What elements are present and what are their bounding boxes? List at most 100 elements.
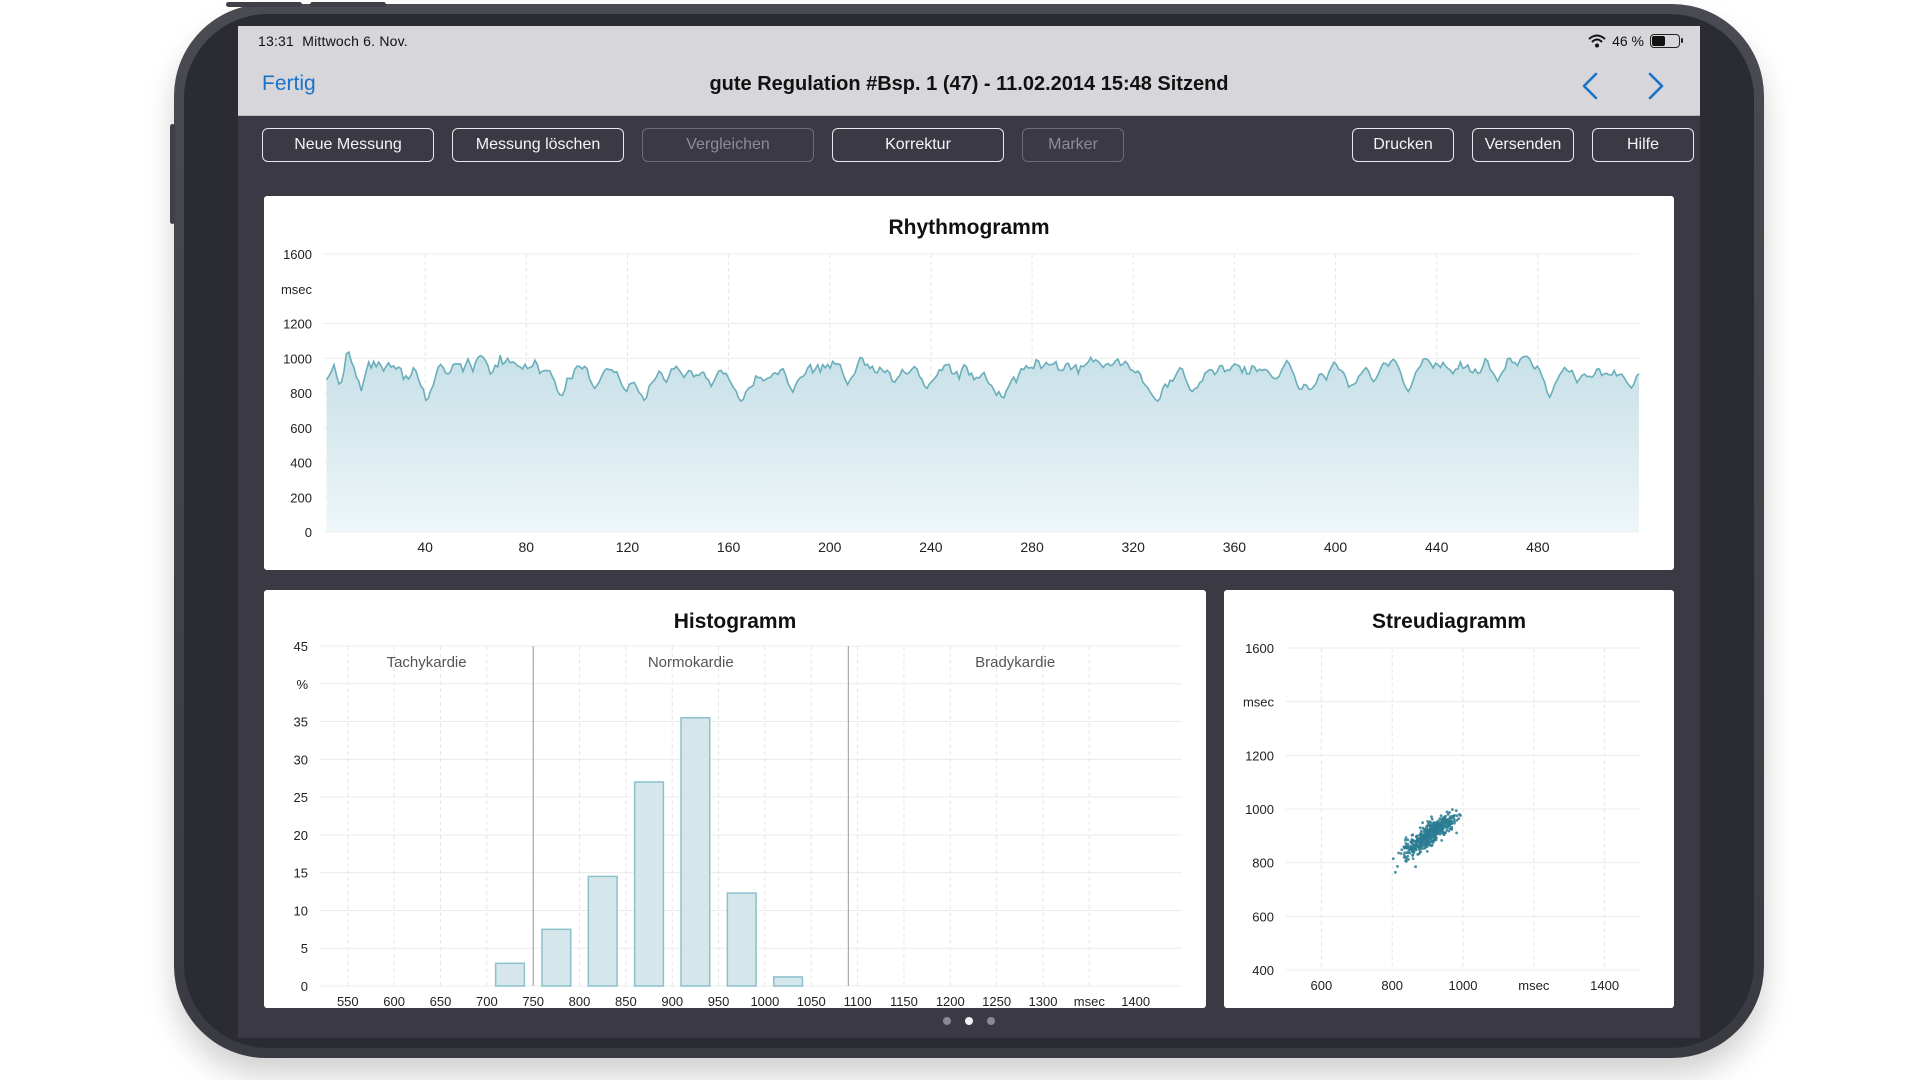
print-button[interactable]: Drucken bbox=[1352, 128, 1454, 162]
scatter-point bbox=[1455, 831, 1459, 835]
battery-icon bbox=[1650, 34, 1683, 48]
marker-button[interactable]: Marker bbox=[1022, 128, 1124, 162]
scatter-point bbox=[1448, 815, 1452, 819]
top-button-2 bbox=[310, 2, 386, 7]
page-indicator[interactable] bbox=[238, 1017, 1700, 1025]
scatter-point bbox=[1429, 821, 1433, 825]
rhythm-xtick-label: 400 bbox=[1324, 539, 1348, 555]
scatter-xtick-label: 1400 bbox=[1590, 978, 1619, 993]
delete-measurement-button[interactable]: Messung löschen bbox=[452, 128, 624, 162]
scatter-point bbox=[1454, 809, 1458, 813]
scatter-point bbox=[1423, 846, 1427, 850]
rhythm-ytick-label: 1200 bbox=[283, 317, 312, 332]
scatter-point bbox=[1407, 858, 1410, 861]
status-time-date: 13:31 Mittwoch 6. Nov. bbox=[258, 33, 408, 49]
hist-bar bbox=[726, 892, 757, 987]
hist-xtick-label: 1050 bbox=[797, 994, 826, 1008]
scatter-point bbox=[1448, 822, 1451, 826]
scatter-point bbox=[1402, 855, 1406, 859]
histogram-title: Histogramm bbox=[673, 610, 797, 633]
hist-bar bbox=[494, 962, 526, 987]
hist-yunit-label: % bbox=[296, 677, 308, 692]
hist-xtick-label: 900 bbox=[661, 994, 683, 1008]
send-button[interactable]: Versenden bbox=[1472, 128, 1574, 162]
histogram-panel: Histogramm 0 5 10 15 20 25 30 35 45% 550 600 650 700… bbox=[264, 590, 1206, 1008]
scatter-point bbox=[1425, 838, 1429, 842]
hist-xunit-label: msec bbox=[1074, 994, 1106, 1008]
hist-ytick-label: 0 bbox=[301, 979, 308, 994]
compare-button[interactable]: Vergleichen bbox=[642, 128, 814, 162]
scatter-point bbox=[1396, 865, 1399, 868]
scatter-point bbox=[1452, 814, 1456, 818]
scatter-point bbox=[1393, 870, 1397, 874]
scatter-point bbox=[1412, 849, 1416, 853]
wifi-icon bbox=[1588, 34, 1606, 48]
scatter-point bbox=[1450, 819, 1454, 823]
rhythm-line bbox=[325, 350, 1640, 403]
scatter-xtick-label: 800 bbox=[1381, 978, 1403, 993]
rhythm-xtick-label: 360 bbox=[1223, 539, 1247, 555]
page-dot[interactable] bbox=[943, 1017, 951, 1025]
scatter-point bbox=[1457, 817, 1461, 821]
scatter-point bbox=[1426, 824, 1429, 828]
hist-zone-label: Bradykardie bbox=[975, 654, 1055, 671]
scatter-point bbox=[1443, 823, 1446, 826]
hist-ytick-label: 35 bbox=[294, 715, 308, 730]
hist-xtick-label: 650 bbox=[430, 994, 452, 1008]
rhythmogram-title: Rhythmogramm bbox=[888, 216, 1050, 239]
scatter-point bbox=[1414, 865, 1417, 869]
scatter-point bbox=[1438, 817, 1442, 821]
scatter-xtick-label: 1000 bbox=[1449, 978, 1478, 993]
rhythm-xtick-label: 480 bbox=[1526, 539, 1550, 555]
scatter-point bbox=[1440, 838, 1444, 842]
scatter-point bbox=[1418, 833, 1421, 837]
page-title: gute Regulation #Bsp. 1 (47) - 11.02.201… bbox=[709, 73, 1229, 95]
hist-xtick-label: 950 bbox=[708, 994, 730, 1008]
scatter-xunit-label: msec bbox=[1518, 978, 1550, 993]
scatter-point bbox=[1451, 816, 1455, 820]
rhythm-xtick-label: 160 bbox=[717, 539, 741, 555]
scatter-point bbox=[1439, 814, 1443, 818]
hist-ytick-label: 10 bbox=[294, 903, 308, 918]
histogram-chart: 0 5 10 15 20 25 30 35 45% 550 600 650 700 750 800 850 90… bbox=[294, 639, 1182, 1008]
scatter-point bbox=[1410, 845, 1414, 849]
scatter-point bbox=[1429, 824, 1432, 828]
scatter-point bbox=[1421, 821, 1425, 825]
scatter-ytick-label: 400 bbox=[1252, 963, 1274, 978]
scatter-point bbox=[1455, 818, 1459, 822]
new-measurement-button[interactable]: Neue Messung bbox=[262, 128, 434, 162]
rhythmogram-panel: Rhythmogramm 0 200 400 600 800 1000 1200 1600 ms… bbox=[264, 196, 1674, 570]
previous-arrow-icon[interactable] bbox=[1574, 66, 1610, 106]
scatter-point bbox=[1425, 849, 1429, 853]
app-screen: 13:31 Mittwoch 6. Nov. 46 % Fertig gute … bbox=[238, 26, 1700, 1038]
scatter-point bbox=[1418, 837, 1422, 841]
scatter-point bbox=[1419, 829, 1423, 833]
scatter-point bbox=[1443, 831, 1447, 835]
hist-ytick-label: 20 bbox=[294, 828, 308, 843]
scatter-point bbox=[1430, 817, 1434, 821]
scatter-point bbox=[1426, 830, 1429, 834]
scatter-point bbox=[1406, 854, 1410, 858]
page-dot[interactable] bbox=[987, 1017, 995, 1025]
done-button[interactable]: Fertig bbox=[262, 72, 316, 95]
top-button bbox=[226, 2, 302, 7]
scatter-point bbox=[1447, 819, 1451, 823]
rhythm-ytick-label: 400 bbox=[290, 456, 312, 471]
scatter-point bbox=[1445, 810, 1449, 814]
scatter-point bbox=[1415, 834, 1419, 838]
scatter-yunit-label: msec bbox=[1243, 695, 1275, 710]
scatter-point bbox=[1407, 846, 1411, 850]
scatter-point bbox=[1426, 834, 1430, 838]
hist-xtick-label: 1300 bbox=[1029, 994, 1058, 1008]
page-dot[interactable] bbox=[965, 1017, 973, 1025]
help-button[interactable]: Hilfe bbox=[1592, 128, 1694, 162]
scatter-point bbox=[1400, 848, 1404, 852]
scatter-point bbox=[1430, 827, 1433, 831]
correction-button[interactable]: Korrektur bbox=[832, 128, 1004, 162]
scatter-point bbox=[1450, 825, 1454, 829]
scatter-point bbox=[1426, 819, 1429, 823]
scatter-point bbox=[1421, 826, 1425, 830]
scatter-xtick-label: 600 bbox=[1311, 978, 1333, 993]
rhythm-area bbox=[326, 352, 1639, 532]
next-arrow-icon[interactable] bbox=[1636, 66, 1672, 106]
